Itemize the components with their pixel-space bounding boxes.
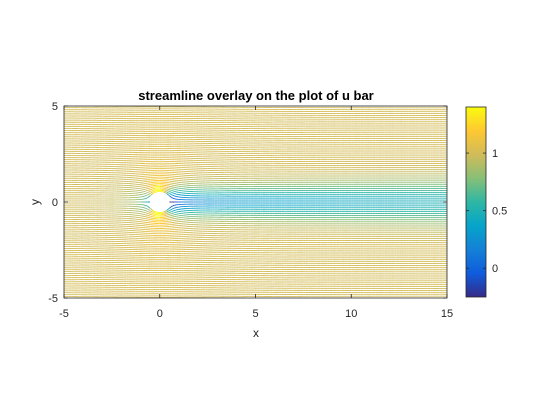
chart-title: streamline overlay on the plot of u bar xyxy=(138,88,374,103)
streamlines xyxy=(64,106,447,298)
